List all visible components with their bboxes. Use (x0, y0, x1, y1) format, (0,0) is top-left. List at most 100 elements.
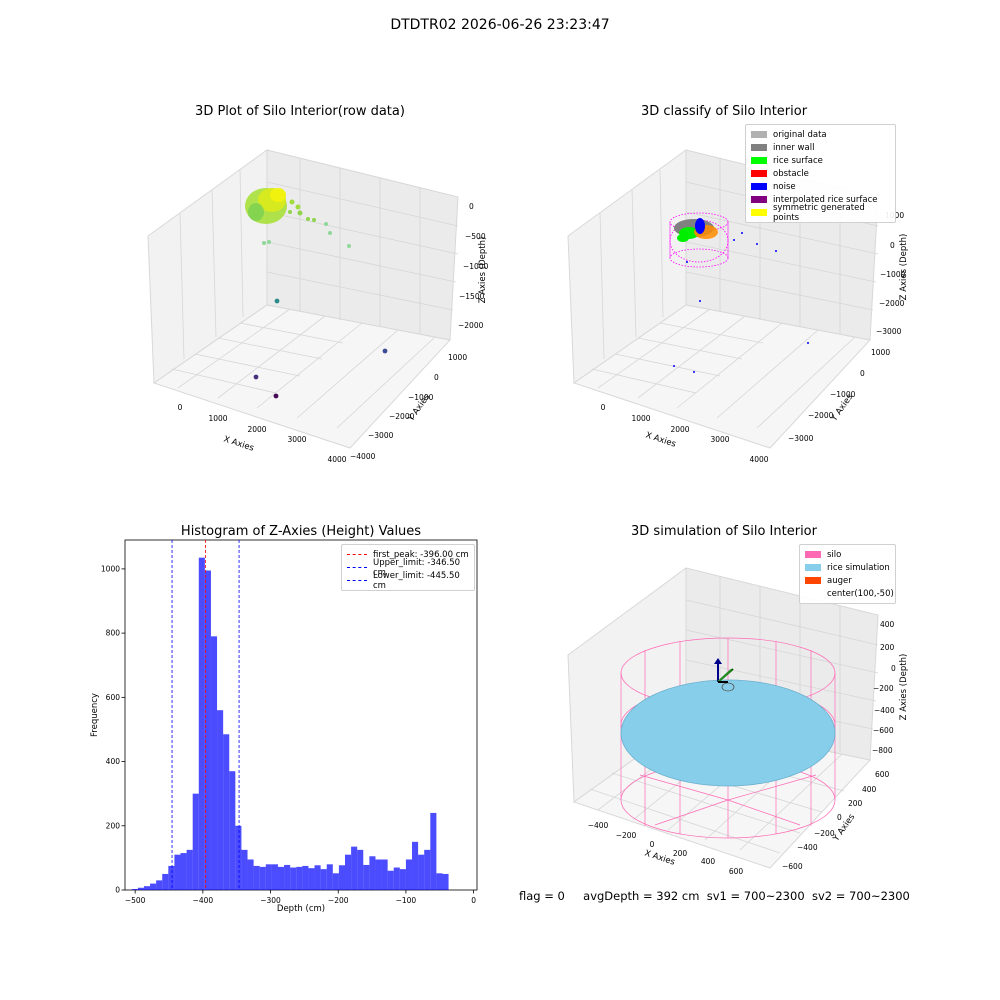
histogram-bar (131, 889, 138, 890)
histogram-bars (131, 557, 449, 890)
z-tick: −1000 (880, 270, 906, 279)
histogram-chart: −500 −400 −300 −200 −100 0 02004006008001000 … (90, 539, 478, 914)
histogram-bar (284, 864, 291, 890)
y-tick: −4000 (350, 452, 376, 461)
x-tick: 2000 (247, 425, 266, 434)
z-tick: 0 (469, 202, 474, 211)
histogram-bar (332, 873, 339, 890)
histogram-bar (271, 864, 278, 890)
legend-item: symmetric generated points (751, 203, 890, 223)
pane-floor (152, 304, 451, 449)
histogram-bar (430, 812, 437, 890)
legend-line (347, 567, 367, 568)
legend-item: Lower_limit: -445.50 cm (347, 571, 469, 591)
figure-title: DTDTR02 2026-06-26 23:23:47 (390, 17, 610, 33)
x-tick: 4000 (749, 455, 768, 464)
legend-swatch (751, 144, 767, 151)
legend-swatch (751, 170, 767, 177)
status-sv1: sv1 = 700~2300 (706, 889, 805, 903)
z-axis-label: Z Axies (Depth) (478, 237, 488, 304)
z-tick: 200 (880, 643, 895, 652)
legend-line (347, 580, 367, 581)
histogram-bar (375, 859, 382, 890)
status-flag: flag = 0 (519, 889, 565, 903)
status-avg-depth: avgDepth = 392 cm (583, 889, 700, 903)
histogram-bar (418, 854, 425, 890)
x-tick: 3000 (710, 435, 729, 444)
x-tick-label: 0 (471, 896, 476, 905)
legend-item: rice surface (751, 154, 890, 167)
x-tick: 0 (178, 403, 183, 412)
y-tick-label: 400 (106, 757, 121, 766)
histogram-bar (241, 849, 248, 890)
histogram-bar (162, 873, 169, 890)
y-tick-label: 600 (106, 693, 121, 702)
status-sv2: sv2 = 700~2300 (811, 889, 910, 903)
histogram-bar (247, 859, 254, 890)
x-tick-label: −100 (396, 896, 417, 905)
z-tick: −1500 (459, 292, 485, 301)
histogram-bar (174, 854, 181, 890)
histogram-bar (277, 866, 285, 890)
status-line: flag = 0 avgDepth = 392 cm sv1 = 700~230… (519, 889, 910, 903)
plot-area (124, 539, 478, 891)
legend-item: interpolated rice surface (751, 193, 890, 206)
y-tick: −3000 (788, 434, 814, 443)
grid-lines (171, 158, 459, 429)
x-tick: 200 (673, 849, 688, 858)
y-tick: −2000 (808, 411, 834, 420)
histogram-bar (235, 825, 242, 890)
histogram-bar (442, 873, 449, 890)
raw-plot-title: 3D Plot of Silo Interior(row data) (195, 104, 405, 119)
histogram-bar (223, 734, 230, 890)
histogram-bar (168, 865, 175, 890)
x-ticks: −500 −400 −300 −200 −100 0 (125, 890, 476, 905)
z-axis-label: Z Axies (Depth) (899, 234, 909, 301)
y-tick: 0 (860, 369, 865, 378)
legend-swatch (751, 131, 767, 138)
simulation-legend: silo rice simulation auger center(100,-5… (799, 544, 896, 604)
histogram-bar (363, 864, 370, 890)
z-tick: −500 (465, 232, 486, 241)
histogram-bar (192, 793, 199, 890)
histogram-bar (357, 849, 364, 890)
histogram-bar (412, 841, 419, 890)
z-axis-label: Z Axies (Depth) (899, 654, 909, 721)
histogram-bar (229, 771, 236, 890)
histogram-bar (314, 865, 321, 890)
histogram-bar (320, 869, 327, 890)
histogram-bar (186, 849, 193, 890)
histogram-bar (369, 856, 376, 890)
y-tick: −1000 (830, 390, 856, 399)
y-tick: −2000 (389, 412, 415, 421)
x-axis-label: X Axies (222, 434, 255, 453)
rice-simulation-surface (620, 679, 836, 787)
classify-legend: original data inner wall rice surface ob… (745, 124, 896, 223)
z-tick: −3000 (876, 327, 902, 336)
legend-item: auger (805, 574, 890, 587)
histogram-bar (308, 868, 315, 890)
x-tick: 1000 (631, 414, 650, 423)
z-tick: −2000 (879, 299, 905, 308)
y-tick: −400 (797, 843, 818, 852)
y-tick: 0 (434, 373, 439, 382)
y-tick-label: 200 (106, 821, 121, 830)
y-tick: 400 (862, 785, 877, 794)
histogram-bar (399, 869, 406, 890)
z-tick: −800 (872, 746, 893, 755)
legend-item: noise (751, 180, 890, 193)
y-tick: 200 (848, 799, 863, 808)
histogram-bar (180, 853, 187, 890)
histogram-bar (210, 636, 218, 890)
histogram-bar (338, 865, 345, 890)
y-tick: 1000 (448, 353, 467, 362)
y-axis-label: Y Axies (831, 812, 858, 844)
legend-item: center(100,-50) (805, 587, 894, 600)
x-tick: 600 (729, 867, 744, 876)
legend-swatch (751, 196, 767, 203)
legend-item: silo (805, 548, 890, 561)
x-tick: 0 (601, 403, 606, 412)
y-tick: 600 (875, 770, 890, 779)
legend-item: obstacle (751, 167, 890, 180)
z-tick: 0 (891, 664, 896, 673)
